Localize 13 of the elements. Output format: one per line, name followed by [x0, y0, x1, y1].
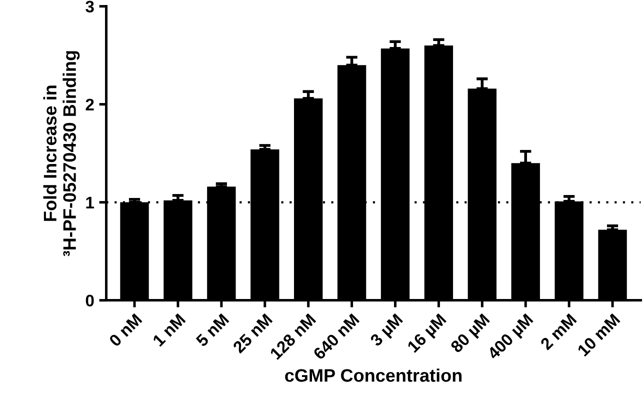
y-axis-title: Fold Increase in ³H-PF-05270430 Binding — [43, 51, 80, 256]
x-tick-label: 10 mM — [576, 313, 620, 357]
x-tick-label: 16 µM — [406, 313, 449, 356]
y-tick-label: 3 — [86, 0, 94, 13]
x-tick-label: 2 mM — [540, 313, 577, 350]
x-tick-label: 3 µM — [369, 313, 406, 350]
x-tick-label: 0 nM — [108, 313, 142, 348]
y-tick-label: 0 — [86, 294, 94, 307]
x-tick-label: 5 nM — [195, 313, 230, 348]
x-tick-label: 1 nM — [152, 313, 186, 347]
y-tick-label: 1 — [86, 196, 94, 208]
y-tick-label: 2 — [86, 98, 94, 110]
x-axis-title: cGMP Concentration — [285, 368, 462, 382]
